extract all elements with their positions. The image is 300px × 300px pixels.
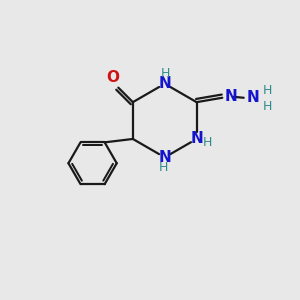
Text: N: N (158, 150, 171, 165)
Text: H: H (159, 161, 168, 175)
Text: N: N (190, 131, 203, 146)
Text: O: O (106, 70, 120, 85)
Text: H: H (203, 136, 212, 149)
Text: H: H (160, 67, 170, 80)
Text: N: N (159, 76, 171, 91)
Text: H: H (263, 84, 272, 97)
Text: N: N (247, 90, 260, 105)
Text: N: N (225, 89, 237, 104)
Text: H: H (262, 100, 272, 113)
